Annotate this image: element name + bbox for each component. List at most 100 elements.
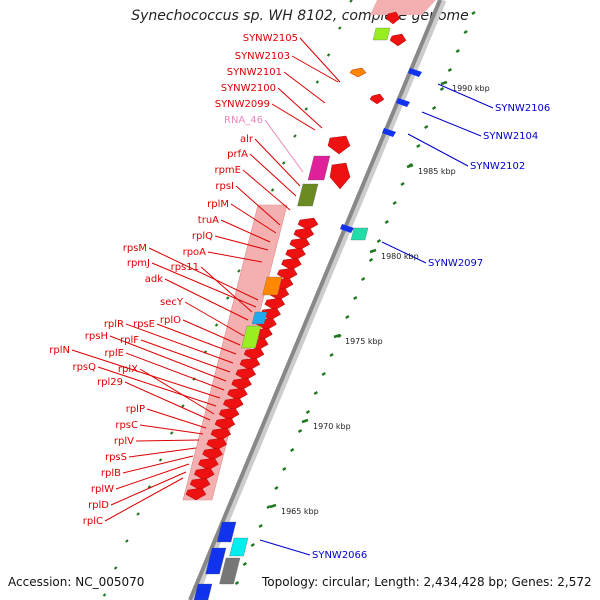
gene-block-cyan: [229, 537, 249, 557]
minor-tick: [293, 134, 297, 138]
gene-arrow: [243, 347, 265, 361]
leader-line: [200, 266, 253, 313]
minor-tick: [321, 372, 326, 376]
operon-bar: [182, 204, 288, 501]
gene-label: rpsM: [123, 243, 147, 254]
minor-tick: [463, 30, 468, 34]
minor-tick: [270, 188, 275, 192]
gene-arrow: [281, 257, 302, 271]
gene-label: SYNW2100: [221, 83, 276, 94]
gene-label: SYNW2104: [483, 131, 538, 142]
gene-label: rplE: [104, 348, 124, 359]
gene-arrow-blue: [408, 68, 422, 77]
minor-tick: [338, 26, 342, 30]
major-tick: [440, 80, 448, 86]
gene-label: rpoA: [183, 247, 207, 258]
kbp-tick-label: 1985 kbp: [418, 167, 456, 176]
gene-arrow: [385, 11, 401, 25]
gene-label: RNA_46: [224, 115, 263, 126]
minor-tick: [345, 315, 350, 319]
gene-label: rpmJ: [127, 258, 150, 269]
gene-label: SYNW2101: [227, 67, 282, 78]
minor-tick: [169, 431, 174, 435]
minor-tick: [281, 161, 286, 165]
leader-line: [421, 111, 482, 137]
leader-line: [291, 55, 339, 83]
gene-arrow: [218, 407, 240, 421]
minor-tick: [214, 323, 219, 327]
minor-tick: [360, 277, 366, 281]
gene-label: truA: [198, 215, 219, 226]
minor-tick: [237, 269, 241, 273]
major-tick: [333, 333, 341, 339]
leader-line: [249, 153, 297, 197]
gene-block-green: [241, 325, 262, 349]
minor-tick: [384, 220, 389, 224]
leader-line: [125, 352, 225, 391]
gene-arrow: [227, 387, 248, 401]
gene-arrow: [293, 227, 315, 241]
minor-tick: [455, 49, 460, 53]
gene-arrow: [327, 135, 351, 155]
leader-line: [135, 439, 200, 442]
gene-label: rplW: [91, 484, 114, 495]
minor-tick: [313, 391, 318, 395]
gene-arrow: [210, 427, 232, 441]
gene-arrow-blue: [396, 98, 410, 107]
minor-tick: [329, 353, 334, 357]
gene-label: rplN: [49, 345, 70, 356]
gene-label: rplO: [160, 315, 181, 326]
major-tick: [369, 248, 377, 254]
gene-label: rplP: [126, 404, 145, 415]
kbp-tick-label: 1990 kbp: [452, 84, 490, 93]
leader-line: [109, 335, 227, 382]
leader-line: [148, 247, 259, 301]
gene-label: rpmE: [214, 165, 241, 176]
leader-line: [264, 119, 304, 173]
gene-label: rplC: [83, 516, 103, 527]
gene-label: rpsI: [215, 181, 234, 192]
gene-arrow: [389, 33, 407, 47]
minor-tick: [297, 429, 303, 433]
leader-line: [139, 424, 204, 435]
leader-line: [271, 103, 316, 131]
minor-tick: [431, 106, 437, 110]
major-tick: [301, 418, 309, 424]
minor-tick: [400, 182, 405, 186]
gene-block-olive: [297, 183, 319, 207]
gene-label: rplM: [207, 199, 229, 210]
minor-tick: [305, 410, 311, 414]
gene-block-blue-dark: [205, 547, 227, 575]
leader-line: [235, 185, 281, 226]
leader-line: [156, 323, 237, 355]
gene-label: rpsE: [133, 319, 155, 330]
leader-line: [115, 463, 190, 490]
operon-highlight: [370, 0, 436, 15]
leader-line: [283, 71, 326, 104]
leader-line: [437, 83, 494, 109]
gene-label: rplX: [118, 364, 138, 375]
gene-arrow: [329, 162, 351, 190]
minor-tick: [102, 593, 107, 597]
minor-tick: [258, 524, 263, 528]
summary-text: Topology: circular; Length: 2,434,428 bp…: [262, 575, 592, 589]
gene-label: SYNW2106: [495, 103, 550, 114]
kbp-tick-label: 1980 kbp: [381, 252, 419, 261]
minor-tick: [250, 543, 255, 547]
minor-tick: [136, 512, 140, 516]
minor-tick: [376, 239, 382, 243]
gene-arrow: [285, 247, 306, 261]
gene-arrow: [198, 457, 219, 471]
gene-block-green-top: [372, 27, 391, 41]
gene-block-teal: [350, 227, 369, 241]
minor-tick: [353, 296, 358, 300]
gene-arrow: [189, 477, 211, 491]
leader-line: [407, 133, 469, 167]
minor-tick: [282, 467, 287, 471]
gene-arrow: [202, 447, 223, 461]
gene-block-blue-dark: [216, 521, 237, 543]
gene-arrow-blue: [340, 224, 354, 233]
minor-tick: [349, 0, 353, 3]
gene-block-blue: [251, 311, 268, 325]
